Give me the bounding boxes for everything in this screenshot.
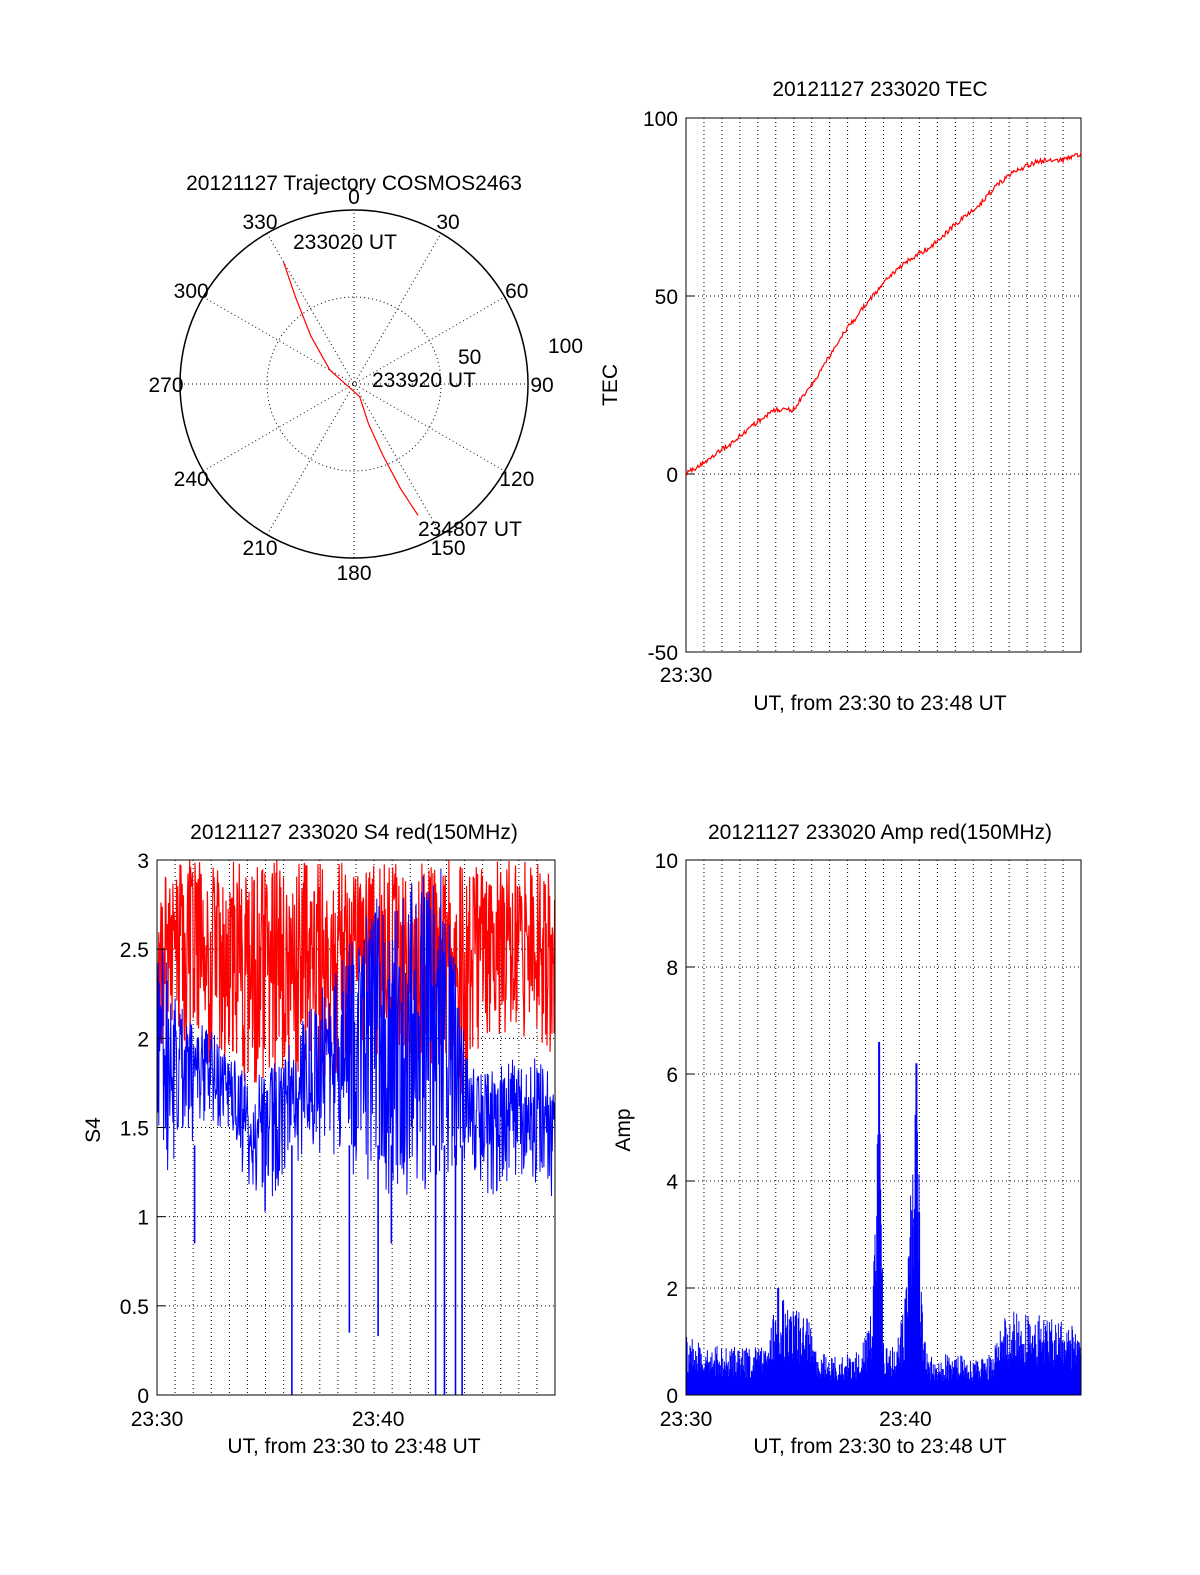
y-tick-label: 3 — [137, 850, 149, 873]
trajectory-end-label: 234807 UT — [418, 518, 522, 541]
polar-angle-label: 90 — [530, 374, 553, 397]
y-tick-label: 0 — [137, 1385, 149, 1408]
y-tick-label: 1 — [137, 1207, 149, 1230]
polar-radial-label-50: 50 — [458, 346, 481, 369]
polar-angle-label: 30 — [436, 211, 459, 234]
trajectory-polar-plot: 20121127 Trajectory COSMOS2463 0 30 60 90 12… — [148, 172, 583, 585]
trajectory-mid-label: 233920 UT — [372, 369, 476, 392]
amp-x-ticks: 23:30 23:40 — [660, 1408, 932, 1431]
polar-angle-label: 330 — [242, 211, 277, 234]
y-tick-label: 8 — [666, 957, 678, 980]
y-tick-label: 10 — [655, 850, 678, 873]
y-tick-label: 0 — [666, 464, 678, 487]
tec-grid — [686, 118, 1081, 652]
tec-title: 20121127 233020 TEC — [772, 78, 987, 101]
tec-series-line — [685, 152, 1082, 476]
s4-y-ticks: 0 0.5 1 1.5 2 2.5 3 — [120, 850, 165, 1408]
polar-angle-label: 300 — [174, 280, 209, 303]
y-tick-label: 0.5 — [120, 1296, 149, 1319]
y-tick-label: 50 — [655, 286, 678, 309]
polar-angle-label: 240 — [174, 468, 209, 491]
s4-red-series — [156, 860, 556, 1100]
y-tick-label: 2 — [137, 1028, 149, 1051]
s4-blue-trace — [156, 868, 556, 1212]
amp-title: 20121127 233020 Amp red(150MHz) — [708, 821, 1052, 844]
y-tick-label: 0 — [666, 1385, 678, 1408]
tec-x-label: UT, from 23:30 to 23:48 UT — [753, 692, 1006, 715]
polar-radial-label-100: 100 — [548, 335, 583, 358]
tec-y-label: TEC — [599, 364, 622, 406]
amp-grid — [686, 860, 1081, 1395]
x-tick-label: 23:30 — [660, 664, 713, 687]
y-tick-label: 1.5 — [120, 1118, 149, 1141]
s4-red-trace — [156, 860, 556, 1100]
y-tick-label: 6 — [666, 1064, 678, 1087]
tec-y-ticks: -50 0 50 100 — [643, 108, 694, 665]
y-tick-label: 2 — [666, 1278, 678, 1301]
trajectory-title: 20121127 Trajectory COSMOS2463 — [186, 172, 522, 195]
tec-x-ticks: 23:30 — [660, 664, 713, 687]
x-tick-label: 23:40 — [879, 1408, 932, 1431]
x-tick-label: 23:30 — [660, 1408, 713, 1431]
y-tick-label: 2.5 — [120, 939, 149, 962]
tec-frame — [685, 117, 1082, 653]
y-tick-label: -50 — [648, 642, 678, 665]
trajectory-start-label: 233020 UT — [293, 231, 397, 254]
amp-y-label: Amp — [612, 1108, 635, 1151]
polar-angle-labels: 0 30 60 90 120 150 180 210 240 270 300 330 — [148, 186, 553, 585]
polar-angle-label: 120 — [499, 468, 534, 491]
amp-plot: 20121127 233020 Amp red(150MHz) 0246810 … — [612, 821, 1082, 1458]
amp-y-ticks: 0 2 4 6 8 10 — [655, 850, 694, 1408]
y-tick-label: 100 — [643, 108, 678, 131]
polar-angle-label: 180 — [336, 562, 371, 585]
x-tick-label: 23:30 — [131, 1408, 184, 1431]
amp-frame — [685, 859, 1082, 1396]
polar-angle-label: 0 — [348, 186, 360, 209]
s4-x-ticks: 23:30 23:40 — [131, 1408, 405, 1431]
s4-plot: 20121127 233020 S4 red(150MHz) 0 0.5 1 1.5 2… — [82, 821, 556, 1458]
s4-title: 20121127 233020 S4 red(150MHz) — [190, 821, 518, 844]
amp-x-label: UT, from 23:30 to 23:48 UT — [753, 1435, 1006, 1458]
amp-series — [685, 1041, 1082, 1395]
s4-x-label: UT, from 23:30 to 23:48 UT — [227, 1435, 480, 1458]
polar-angle-label: 270 — [148, 374, 183, 397]
polar-angle-label: 150 — [430, 537, 465, 560]
x-tick-label: 23:40 — [352, 1408, 405, 1431]
polar-grid — [179, 209, 529, 559]
trajectory-track — [282, 261, 419, 516]
polar-angle-label: 210 — [242, 537, 277, 560]
amp-trace — [685, 1088, 1082, 1395]
s4-y-label: S4 — [82, 1117, 105, 1143]
polar-angle-label: 60 — [505, 280, 528, 303]
s4-blue-series — [156, 868, 556, 1395]
y-tick-label: 4 — [666, 1171, 678, 1194]
